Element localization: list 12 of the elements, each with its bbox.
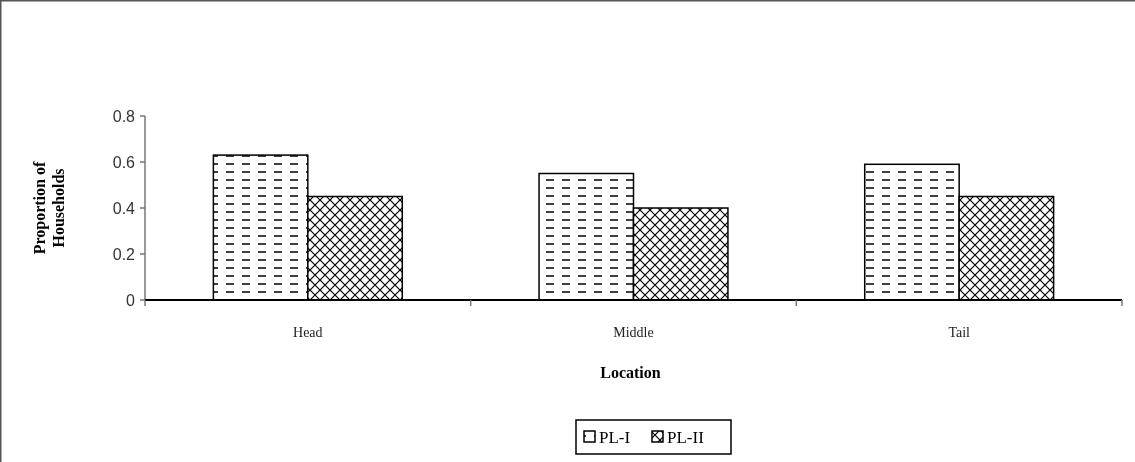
- x-tick-label: Middle: [613, 325, 654, 340]
- y-tick-label: 0.2: [112, 245, 136, 263]
- y-tick-label: 0: [126, 291, 136, 309]
- x-axis-title: Location: [600, 364, 661, 381]
- y-axis-title: Proportion of Households: [30, 161, 67, 255]
- y-tick-label: 0.8: [112, 107, 136, 125]
- legend-label: PL-II: [667, 428, 705, 447]
- y-tick-label: 0.6: [112, 153, 136, 171]
- x-tick-label: Tail: [948, 325, 971, 340]
- legend-label: PL-I: [599, 428, 631, 447]
- y-tick-label: 0.4: [112, 199, 136, 217]
- x-tick-label: Head: [293, 325, 323, 340]
